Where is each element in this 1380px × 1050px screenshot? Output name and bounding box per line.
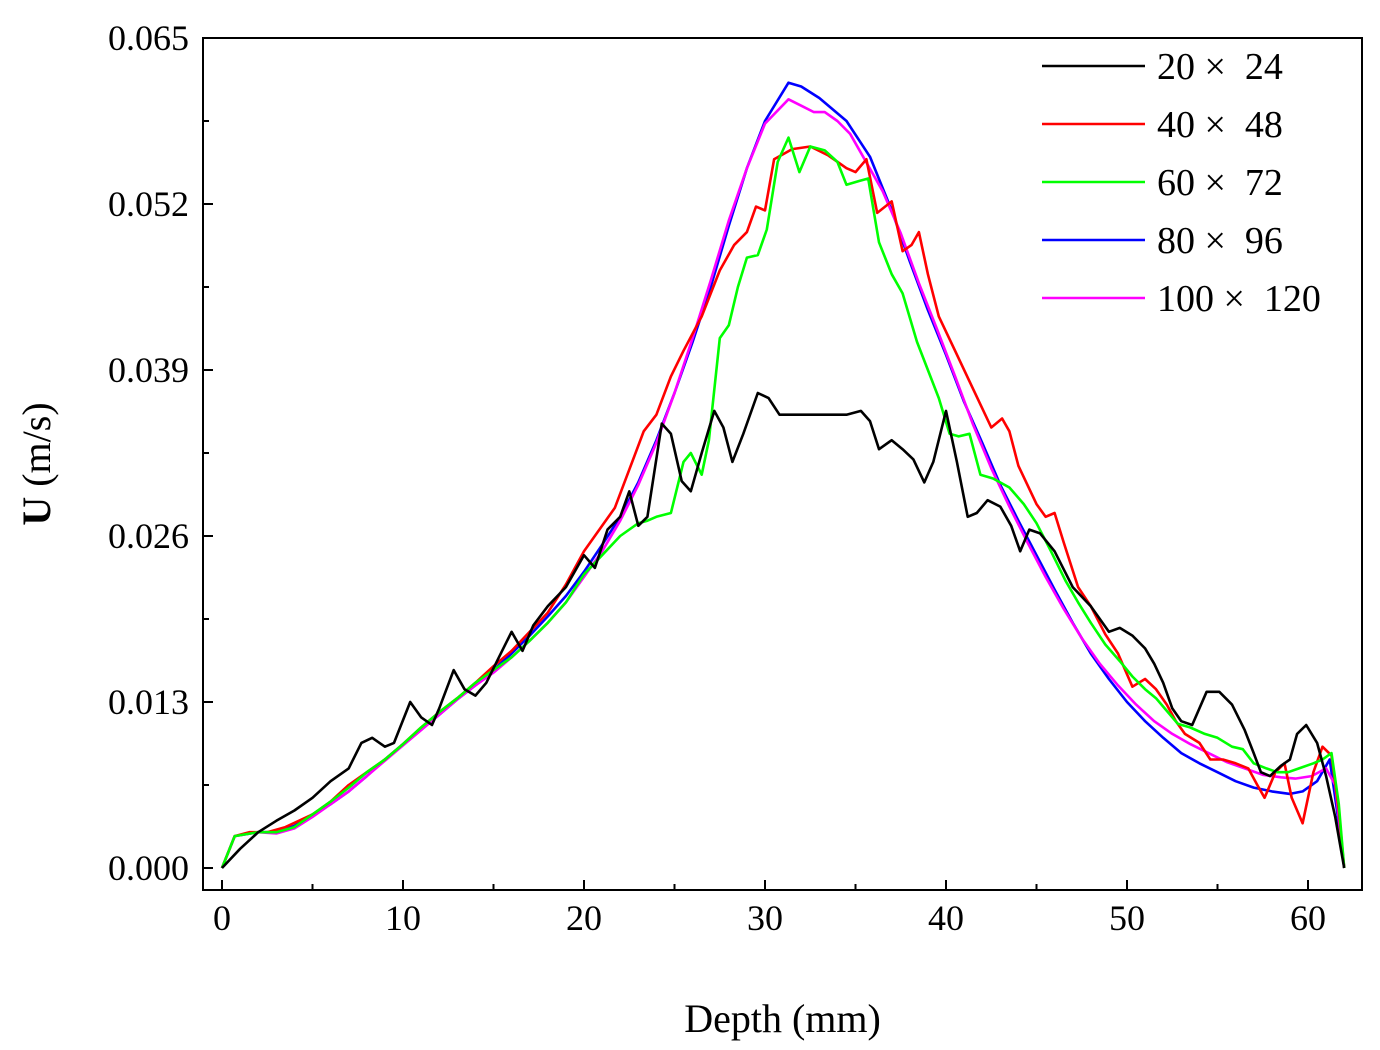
legend-label: 60 × 72 [1157, 162, 1283, 204]
series-lines [220, 81, 1346, 869]
y-tick-label: 0.026 [108, 516, 189, 556]
x-tick-label: 20 [566, 898, 602, 938]
series-line-1 [221, 391, 1346, 869]
legend-label: 100 × 120 [1157, 278, 1321, 320]
y-tick-label: 0.000 [108, 848, 189, 888]
x-axis-title: Depth (mm) [684, 996, 881, 1041]
legend: 20 × 24 40 × 48 60 × 72 80 × 96 100 × 120 [1042, 46, 1321, 320]
legend-label: 80 × 96 [1157, 220, 1283, 262]
y-tick-label: 0.039 [108, 350, 189, 390]
y-axis-title-unit: (m/s) [14, 402, 59, 496]
x-axis-ticks: 0 10 20 30 40 50 60 [213, 880, 1326, 938]
y-tick-label: 0.052 [108, 184, 189, 224]
y-axis-title: U (m/s) [14, 402, 59, 525]
x-tick-label: 0 [213, 898, 231, 938]
x-tick-label: 10 [385, 898, 421, 938]
plot-frame [202, 37, 1363, 891]
y-tick-label: 0.013 [108, 682, 189, 722]
x-tick-label: 60 [1290, 898, 1326, 938]
series-line-3 [220, 136, 1346, 869]
legend-label: 40 × 48 [1157, 104, 1283, 146]
y-tick-label: 0.065 [108, 18, 189, 58]
y-axis-ticks: 0.000 0.013 0.026 0.039 0.052 0.065 [108, 18, 213, 888]
legend-label: 20 × 24 [1157, 46, 1283, 88]
y-axis-title-symbol: U [14, 497, 59, 526]
x-tick-label: 50 [1109, 898, 1145, 938]
series-line-5 [220, 98, 1346, 869]
x-tick-label: 40 [928, 898, 964, 938]
x-tick-label: 30 [747, 898, 783, 938]
